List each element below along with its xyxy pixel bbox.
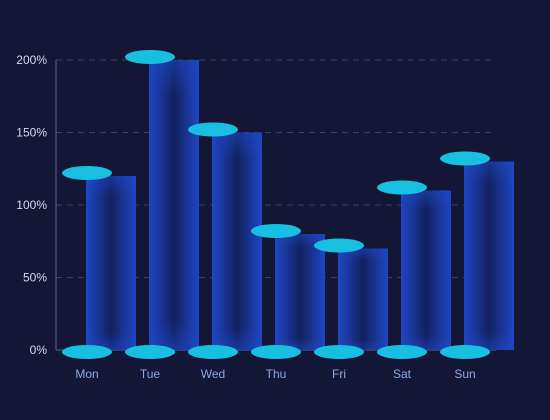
bar-shade-mon [86,176,136,350]
bar-base-cap [440,345,490,359]
bar-shade-sat [401,190,451,350]
bar-base-cap [188,345,238,359]
bar-base-cap [251,345,301,359]
labels: 0% 50% 100% 150% 200% Mon Tue Wed Thu Fri Sat Sun [16,53,475,381]
y-tick-label: 50% [23,271,47,285]
bars [62,50,514,359]
x-tick-label: Fri [332,367,346,381]
bar-top-cap [440,151,490,166]
bar-base-cap [314,345,364,359]
x-tick-label: Wed [201,367,225,381]
y-tick-label: 100% [16,198,47,212]
bar-shade-wed [212,132,262,350]
y-tick-label: 0% [30,343,48,357]
bar-shade-thu [275,234,325,350]
bar-base-cap [125,345,175,359]
bar-top-cap [251,224,301,238]
bar-shade-tue [149,60,199,350]
x-tick-label: Sat [393,367,412,381]
bar-base-cap [62,345,112,359]
bar-shade-fri [338,248,388,350]
bar-top-cap [62,166,112,180]
y-tick-label: 150% [16,126,47,140]
x-tick-label: Tue [140,367,161,381]
y-tick-label: 200% [16,53,47,67]
bar-top-cap [377,180,427,195]
x-tick-label: Thu [266,367,287,381]
x-tick-label: Mon [75,367,98,381]
bar-top-cap [314,238,364,253]
bar-top-cap [188,122,238,137]
bar-shade-sun [464,161,514,350]
bar-top-cap [125,50,175,64]
bar-base-cap [377,345,427,359]
x-tick-label: Sun [454,367,475,381]
